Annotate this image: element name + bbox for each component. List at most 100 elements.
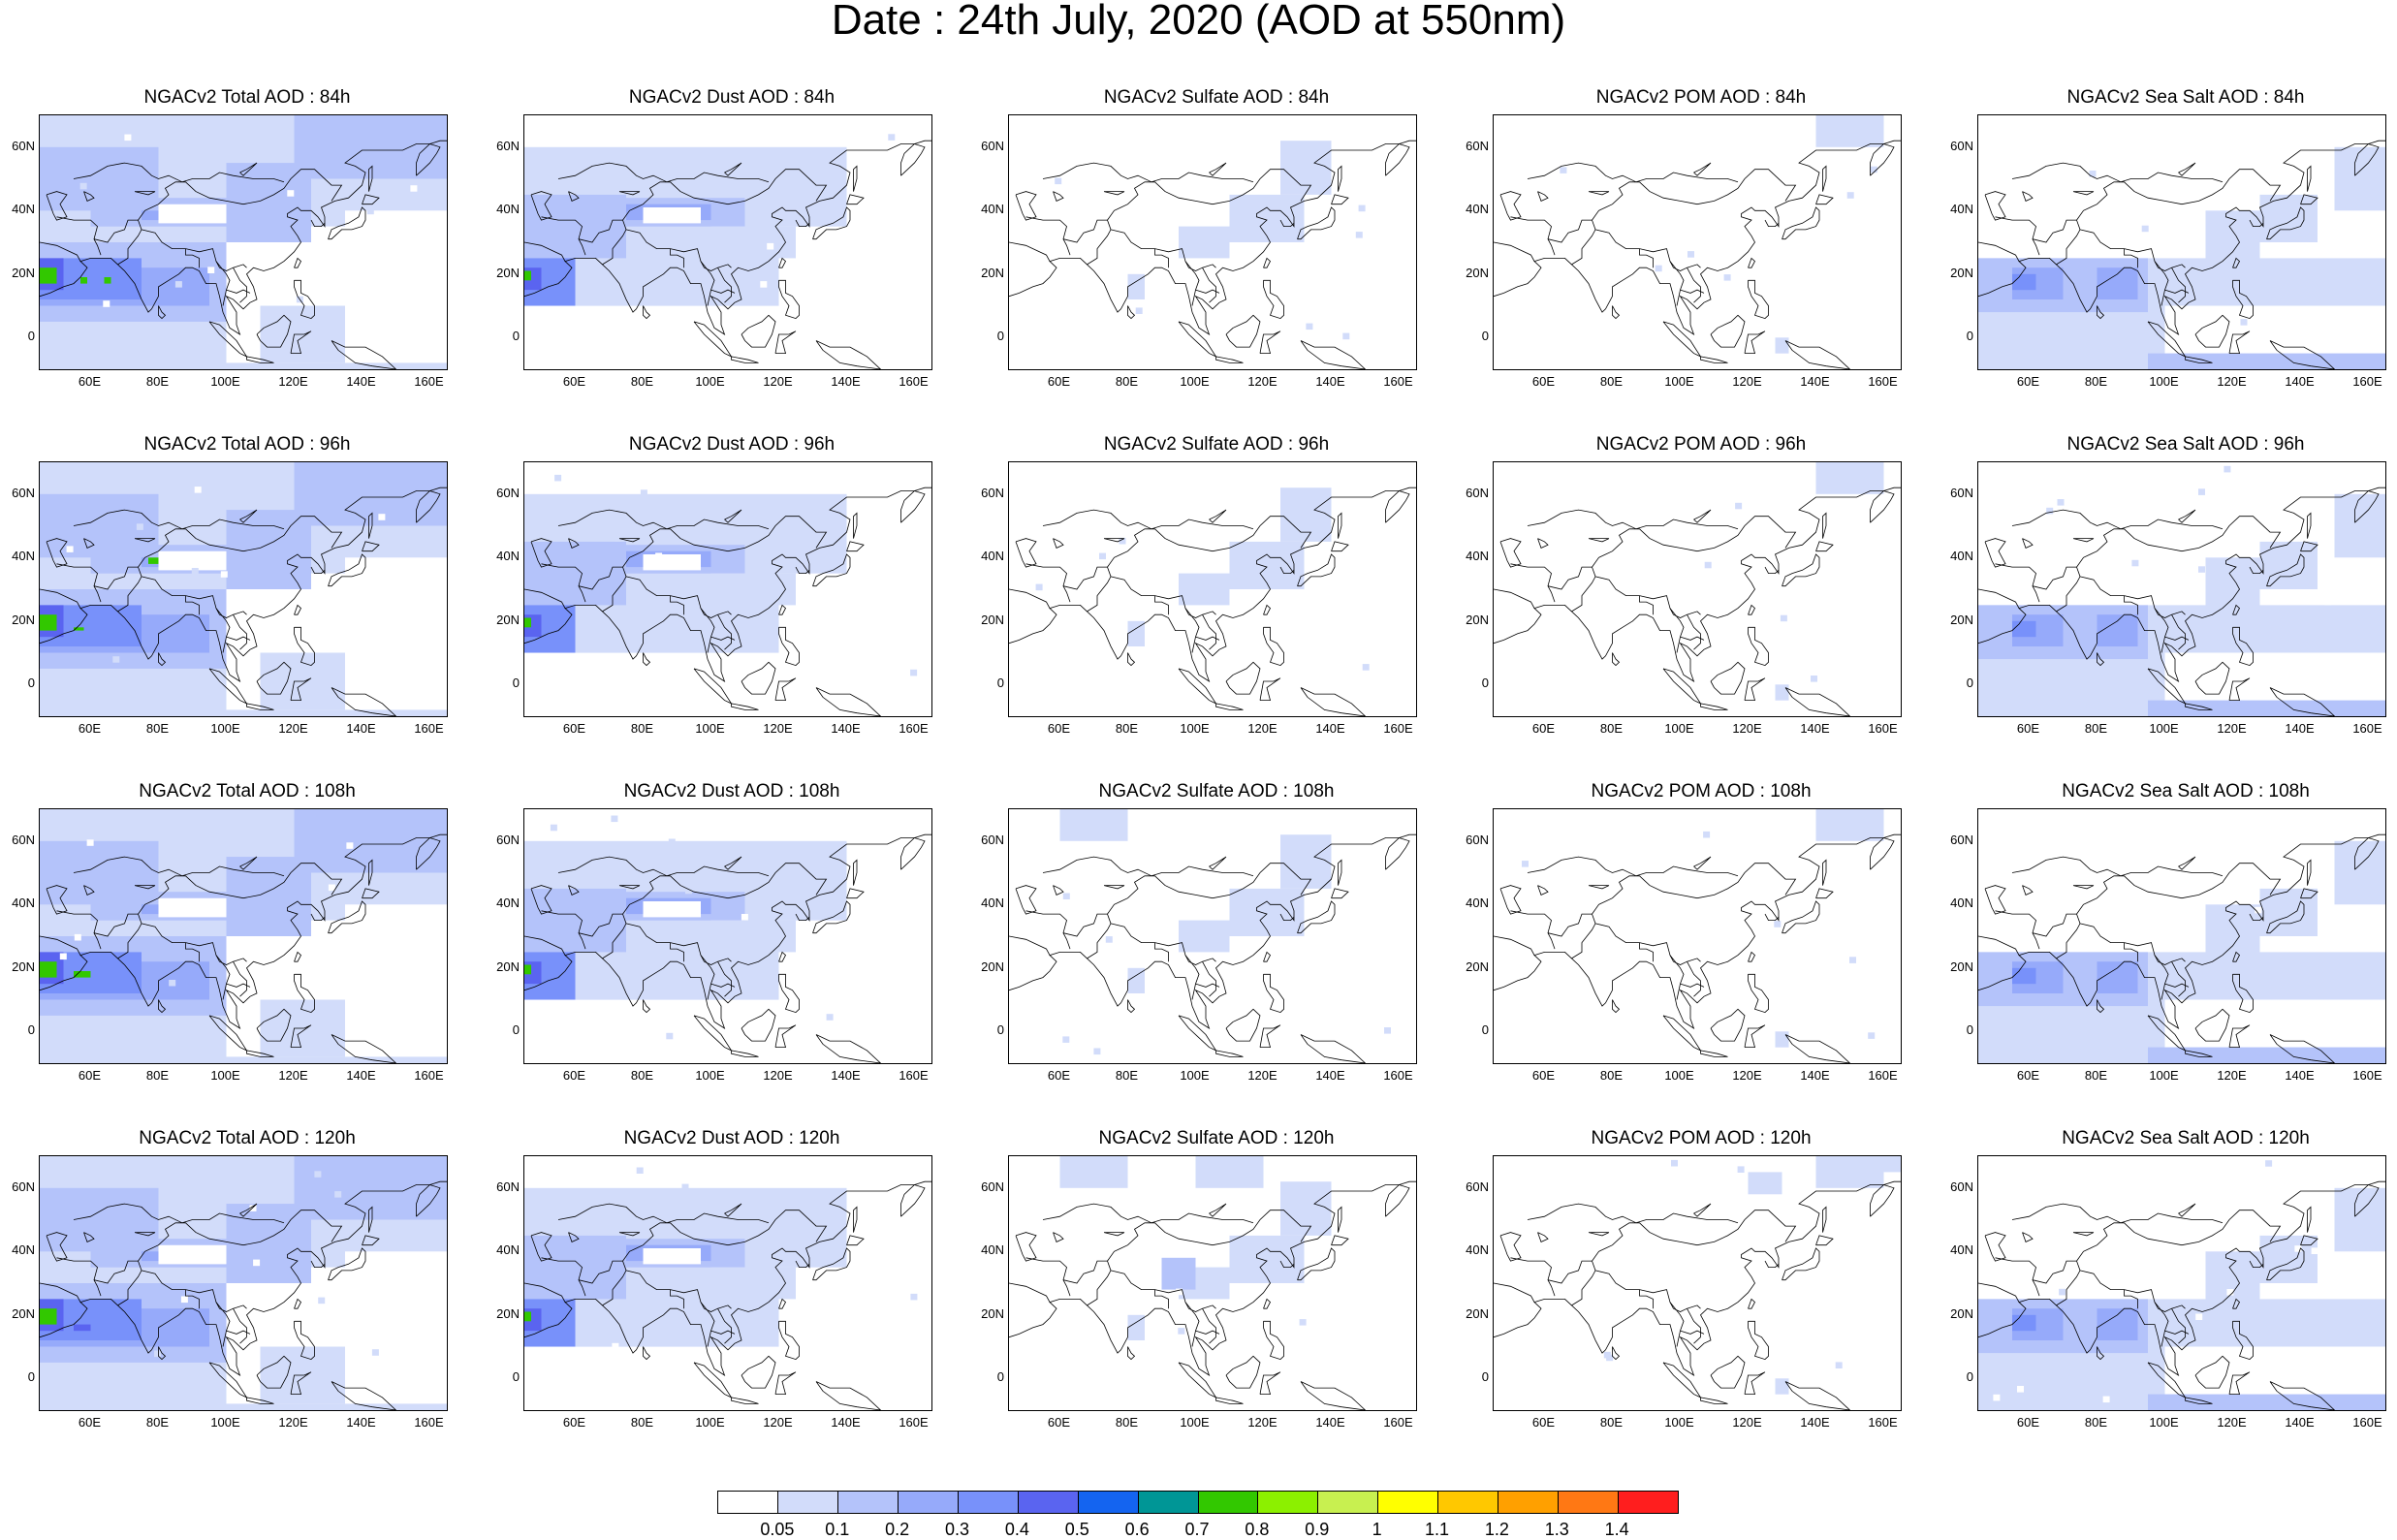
x-tick-label: 60E (2016, 721, 2040, 736)
coastline (1042, 1203, 1152, 1224)
map-plot-area (523, 114, 932, 370)
aod-cell (2259, 541, 2318, 589)
x-tick-label: 100E (695, 1415, 725, 1430)
coastline (700, 1302, 715, 1347)
aod-cell (2267, 681, 2274, 688)
aod-cell (1209, 529, 1216, 537)
aod-cell (158, 550, 227, 571)
aod-cell (615, 535, 622, 542)
aod-cell (154, 1350, 161, 1358)
coastline (2266, 1247, 2305, 1281)
coastline (256, 1008, 292, 1042)
coastline (741, 1008, 776, 1042)
colorbar-segment (1559, 1492, 1620, 1513)
coastline (2194, 1008, 2230, 1042)
y-tick-label: 60N (12, 832, 35, 847)
aod-cell (617, 1396, 624, 1402)
coastline (1748, 604, 1755, 615)
aod-cell (1703, 831, 1711, 838)
coastline (1042, 856, 1152, 877)
coastline (226, 289, 251, 294)
coastline (40, 261, 88, 298)
aod-cell (1846, 632, 1853, 640)
coastline (40, 608, 88, 644)
coastline (2154, 1302, 2169, 1347)
aod-cell (136, 523, 143, 530)
aod-cell (1750, 844, 1758, 851)
coastline (46, 1232, 68, 1262)
aod-cell (1299, 1319, 1307, 1326)
coastline (1279, 913, 1295, 921)
y-tick-label: 0 (996, 1369, 1004, 1385)
coastline (1662, 668, 1702, 705)
coastline (328, 206, 366, 240)
coastline (1178, 668, 1217, 705)
coastline (233, 1308, 247, 1344)
coastline (2232, 1320, 2254, 1361)
coastline (1015, 1232, 1037, 1262)
aod-cell (148, 557, 159, 564)
y-tick-label: 40N (1466, 549, 1489, 564)
aod-cell (180, 1296, 188, 1304)
coastline (294, 626, 315, 667)
aod-cell (1062, 893, 1070, 899)
aod-cell (2007, 237, 2015, 244)
coastline (618, 885, 641, 890)
coastline (1009, 140, 1416, 335)
aod-cell (1042, 1390, 1050, 1397)
coastline (1209, 509, 1227, 523)
y-tick-label: 40N (1466, 202, 1489, 217)
coastline (1209, 1203, 1227, 1217)
aod-cell (1603, 1351, 1611, 1359)
aod-cell (636, 1167, 644, 1174)
coastline (1687, 1308, 1701, 1344)
aod-cell (1093, 1048, 1101, 1055)
x-tick-label: 60E (1531, 721, 1556, 736)
coastline (226, 636, 251, 641)
coastline (2124, 942, 2138, 962)
y-tick-label: 60N (496, 832, 520, 847)
coastline (416, 490, 441, 523)
coastline (1127, 652, 1136, 667)
aod-map (1009, 465, 1416, 716)
y-tick-label: 40N (496, 1242, 520, 1258)
coastline (1592, 169, 1797, 221)
coastline (1225, 1355, 1261, 1389)
aod-cell (1178, 1328, 1185, 1335)
x-tick-label: 100E (2149, 1415, 2179, 1430)
aod-cell (1667, 564, 1674, 571)
y-tick-label: 40N (496, 896, 520, 911)
coastline (290, 330, 312, 354)
aod-cell (1522, 861, 1529, 867)
y-tick-label: 40N (1950, 549, 1973, 564)
aod-cell (1775, 337, 1789, 354)
aod-cell (66, 546, 74, 552)
aod-cell (759, 656, 767, 664)
y-tick-label: 0 (1966, 676, 1973, 691)
aod-cell (2295, 1214, 2303, 1222)
aod-cell (74, 1324, 91, 1332)
y-tick-label: 60N (1950, 138, 1973, 153)
aod-cell (1348, 1163, 1356, 1171)
x-tick-label: 160E (899, 721, 929, 736)
coastline (226, 983, 251, 988)
aod-cell (219, 1227, 227, 1235)
aod-cell (554, 474, 562, 482)
aod-cell (550, 824, 557, 832)
x-tick-label: 160E (1868, 1415, 1898, 1430)
coastline (294, 951, 301, 962)
x-tick-label: 60E (562, 1415, 586, 1430)
coastline (541, 216, 586, 256)
coastline (2300, 541, 2318, 552)
coastline (1748, 626, 1769, 667)
coastline (310, 913, 326, 921)
aod-cell (1767, 173, 1775, 181)
coastline (2266, 553, 2305, 587)
aod-cell (1655, 265, 1662, 272)
coastline (73, 1203, 183, 1224)
panel-title: NGACv2 Dust AOD : 96h (628, 434, 836, 455)
y-tick-label: 60N (12, 485, 35, 500)
coastline (1594, 923, 1701, 965)
aod-cell (1085, 1345, 1092, 1352)
aod-cell (1849, 957, 1856, 963)
